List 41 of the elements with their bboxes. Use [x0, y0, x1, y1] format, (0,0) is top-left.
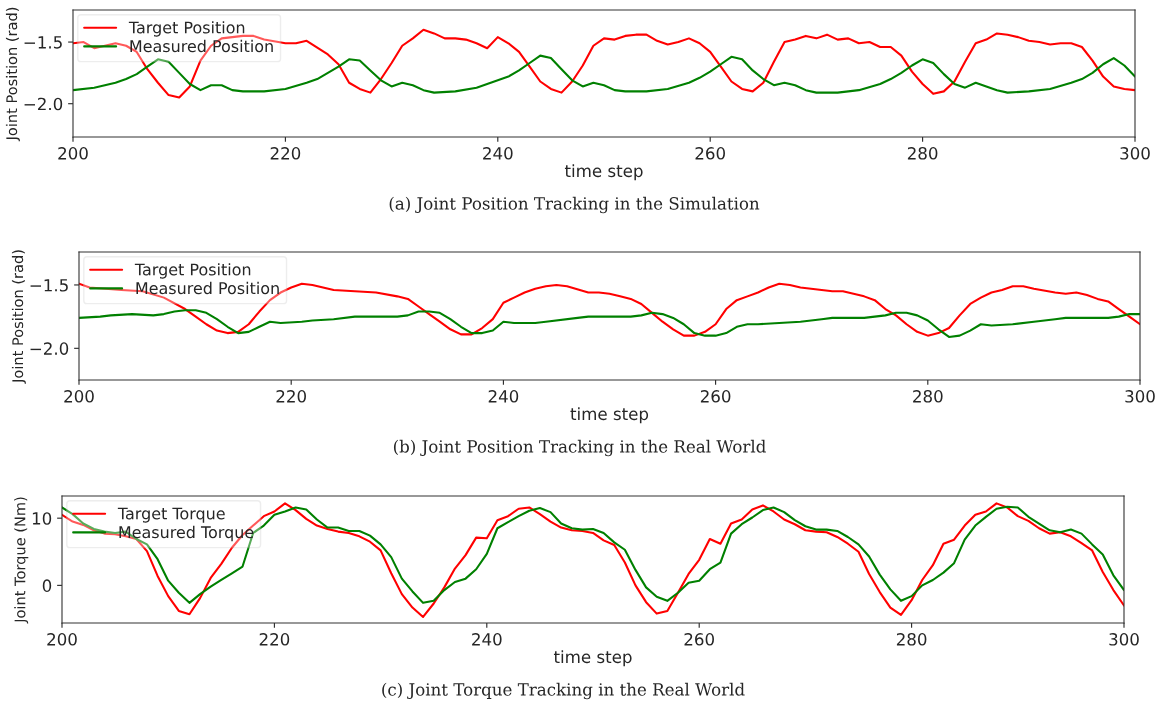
x-tick-label: 300 — [1125, 390, 1155, 403]
x-tick-label: 280 — [896, 633, 927, 646]
text: (a) Joint Position Tracking in the Simulation — [389, 196, 760, 214]
x-tick-label: 240 — [483, 147, 513, 160]
x-axis-title: time step — [570, 407, 649, 424]
y-tick-label: −2.0 — [30, 342, 69, 355]
y-axis-title: Joint Torque (Nm) — [14, 497, 29, 624]
legend-label: Measured Position — [136, 281, 279, 295]
legend-label: Target Position — [134, 263, 251, 279]
x-tick-label: 260 — [684, 633, 714, 646]
y-tick-label: −1.5 — [30, 279, 68, 292]
x-tick-label: 280 — [907, 147, 938, 160]
x-tick-label: 240 — [472, 633, 502, 646]
x-tick-label: 300 — [1120, 147, 1150, 160]
x-tick-label: 220 — [276, 390, 306, 403]
x-tick-label: 220 — [270, 147, 301, 160]
x-tick-label: 280 — [913, 390, 943, 403]
x-tick-label: 260 — [700, 390, 731, 403]
legend-label: Target Torque — [117, 507, 225, 523]
x-tick-label: 260 — [695, 147, 725, 160]
x-tick-label: 200 — [58, 147, 88, 160]
y-tick-label: −2.0 — [24, 97, 63, 111]
y-tick-label: −1.5 — [24, 36, 62, 49]
y-tick-label: 10 — [32, 512, 52, 525]
text: (c) Joint Torque Tracking in the Real World — [382, 682, 745, 700]
y-tick-label: 0 — [42, 579, 52, 592]
y-axis-title: Joint Position (rad) — [11, 250, 26, 384]
x-axis-title: time step — [564, 164, 643, 181]
line-series — [79, 309, 1140, 338]
x-tick-label: 240 — [488, 390, 519, 403]
legend-label: Measured Position — [130, 39, 273, 53]
line-series — [79, 282, 1140, 337]
text: (b) Joint Position Tracking in the Real World — [393, 439, 766, 457]
x-tick-label: 220 — [259, 633, 290, 646]
x-tick-label: 200 — [64, 390, 94, 403]
x-tick-label: 200 — [47, 633, 77, 646]
x-axis-title: time step — [553, 650, 632, 667]
line-series — [73, 54, 1135, 94]
y-axis-title: Joint Position (rad) — [5, 7, 20, 142]
legend-label: Target Position — [128, 21, 245, 37]
x-tick-label: 300 — [1109, 633, 1139, 646]
